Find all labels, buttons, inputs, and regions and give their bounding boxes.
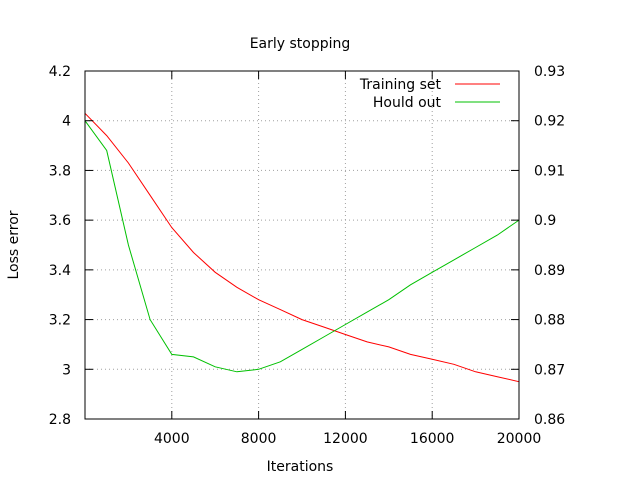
- y-axis-label: Loss error: [6, 210, 22, 279]
- legend-label-0: Training set: [359, 77, 442, 93]
- y-tick-label: 3.8: [49, 163, 71, 179]
- plot-frame: [84, 70, 520, 420]
- y2-tick-label: 0.89: [534, 263, 565, 279]
- y-tick-label: 3.2: [49, 313, 71, 329]
- y2-tick-label: 0.91: [534, 163, 565, 179]
- y2-tick-label: 0.87: [534, 362, 565, 378]
- series-layer: [84, 112, 520, 383]
- y2-tick-label: 0.92: [534, 114, 565, 130]
- series-line-0: [84, 112, 520, 383]
- chart-title: Early stopping: [250, 36, 351, 52]
- y-tick-label: 4.2: [49, 64, 71, 80]
- x-tick-label: 12000: [323, 431, 368, 447]
- x-tick-label: 20000: [497, 431, 542, 447]
- y2-tick-label: 0.9: [534, 213, 556, 229]
- y2-tick-label: 0.86: [534, 412, 565, 428]
- legend: Training set Hould out: [359, 77, 500, 111]
- x-tick-label: 4000: [154, 431, 190, 447]
- series-line-1: [84, 120, 520, 373]
- y-tick-label: 3.6: [49, 213, 71, 229]
- legend-label-1: Hould out: [373, 95, 442, 111]
- y-tick-label: 4: [62, 114, 71, 130]
- y-tick-label: 2.8: [49, 412, 71, 428]
- grid: [85, 71, 519, 419]
- y-tick-label: 3.4: [49, 263, 71, 279]
- x-axis-label: Iterations: [267, 459, 334, 475]
- x-tick-label: 16000: [410, 431, 455, 447]
- x-tick-label: 8000: [241, 431, 277, 447]
- y-tick-label: 3: [62, 362, 71, 378]
- ticks: 4000 8000 12000 16000 20000 2.8 3 3.2 3.4 3.6 3.8 4…: [49, 64, 566, 447]
- y2-tick-label: 0.93: [534, 64, 565, 80]
- y2-tick-label: 0.88: [534, 313, 565, 329]
